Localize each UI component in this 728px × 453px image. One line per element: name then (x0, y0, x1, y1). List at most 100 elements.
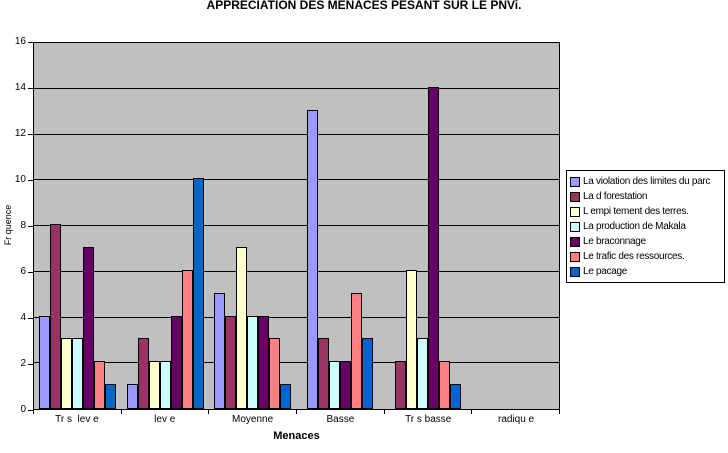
x-category-label: Basse (326, 414, 355, 425)
bar (137, 338, 149, 409)
legend-label: La production de Makala (583, 221, 686, 232)
x-category-label: Tr s lev e (55, 414, 99, 425)
legend-label: Le trafic des ressources. (583, 251, 685, 262)
bar (340, 361, 352, 409)
bar (214, 292, 226, 409)
x-tick (120, 410, 122, 414)
y-tick (28, 180, 33, 181)
x-category-label: Moyenne (232, 414, 274, 425)
legend-swatch-icon (570, 251, 580, 262)
legend-label: L empi tement des terres. (583, 206, 689, 217)
legend-swatch-icon (570, 236, 580, 247)
legend-label: Le braconnage (583, 236, 646, 247)
bar (427, 86, 439, 409)
y-tick-label: 16 (14, 36, 26, 47)
x-category-label: Tr s basse (405, 414, 452, 425)
bar-group (384, 43, 472, 409)
y-tick (28, 364, 33, 365)
legend-swatch-icon (570, 206, 580, 217)
x-tick (471, 410, 473, 414)
bar (50, 224, 62, 409)
y-tick-label: 14 (14, 82, 26, 93)
y-tick (28, 42, 33, 43)
bar (148, 361, 160, 409)
bar (258, 315, 270, 409)
bar (362, 338, 374, 409)
legend-swatch-icon (570, 176, 580, 187)
legend-swatch-icon (570, 221, 580, 232)
gridline (34, 179, 559, 181)
bar-group (472, 43, 560, 409)
legend-item: L empi tement des terres. (569, 204, 722, 219)
bar (94, 361, 106, 409)
y-tick-label: 12 (14, 128, 26, 139)
y-tick-label: 8 (20, 220, 26, 231)
legend-label: La violation des limites du parc (583, 176, 711, 187)
bar (83, 246, 95, 409)
legend-item: La d forestation (569, 189, 722, 204)
y-tick-label: 4 (20, 312, 26, 323)
y-tick-label: 2 (20, 358, 26, 369)
x-tick (33, 410, 34, 414)
x-tick (559, 410, 560, 414)
gridline (34, 225, 559, 226)
gridline (34, 87, 559, 89)
legend-item: La violation des limites du parc (569, 174, 722, 189)
bar (105, 384, 117, 409)
bar-group (122, 43, 210, 409)
y-tick-label: 10 (14, 174, 26, 185)
legend-label: La d forestation (583, 191, 648, 202)
y-tick-label: 0 (20, 404, 26, 415)
x-tick (383, 410, 385, 414)
x-category-label: radiqu e (497, 414, 535, 425)
bar (405, 269, 417, 409)
bar (247, 315, 259, 409)
bar (351, 292, 363, 409)
gridline (34, 362, 559, 364)
bar (236, 246, 248, 409)
legend-item: La production de Makala (569, 219, 722, 234)
bar (318, 338, 330, 409)
bar (438, 361, 450, 409)
x-tick (208, 410, 210, 414)
gridline (34, 133, 559, 135)
bar-group (209, 43, 297, 409)
x-category-label: lev e (154, 414, 176, 425)
x-category-labels: Tr s lev e lev e Moyenne Basse Tr s basse rad… (33, 414, 560, 425)
bar (72, 338, 84, 409)
y-tick (28, 272, 33, 273)
legend: La violation des limites du parc La d for… (566, 170, 725, 283)
bar (280, 384, 292, 409)
bar (181, 269, 193, 409)
bar (39, 315, 51, 409)
y-tick (28, 410, 33, 411)
bar (394, 361, 406, 409)
y-tick-label: 6 (20, 266, 26, 277)
gridline (34, 316, 559, 318)
legend-item: Le pacage (569, 264, 722, 279)
legend-item: Le trafic des ressources. (569, 249, 722, 264)
bar (61, 338, 73, 409)
x-tick (296, 410, 297, 414)
bar (225, 315, 237, 409)
bar-group (34, 43, 122, 409)
bar-group (297, 43, 385, 409)
legend-item: Le braconnage (569, 234, 722, 249)
y-tick (28, 134, 33, 135)
y-tick (28, 318, 33, 319)
legend-label: Le pacage (583, 266, 628, 277)
bar-groups (34, 43, 559, 409)
gridline (34, 270, 559, 272)
bar (416, 338, 428, 409)
bar (170, 315, 182, 409)
bar (126, 384, 138, 409)
y-tick (28, 88, 33, 89)
y-tick (28, 226, 33, 227)
bar (159, 361, 171, 409)
bar (192, 178, 204, 409)
bar (269, 338, 281, 409)
legend-swatch-icon (570, 191, 580, 202)
legend-swatch-icon (570, 266, 580, 277)
bar (329, 361, 341, 409)
